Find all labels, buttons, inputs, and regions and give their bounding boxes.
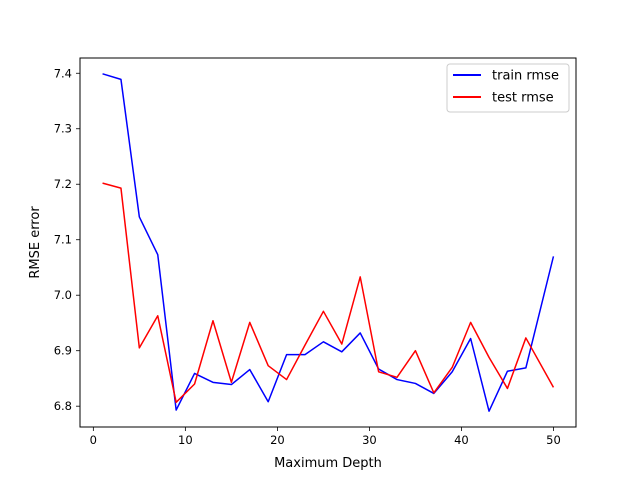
- y-tick-label: 7.0: [54, 288, 72, 302]
- x-axis-label: Maximum Depth: [274, 456, 382, 471]
- y-tick-label: 6.9: [54, 344, 72, 358]
- y-tick-label: 6.8: [54, 399, 72, 413]
- series-line-test: [102, 182, 555, 404]
- y-tick-label: 7.2: [54, 177, 72, 191]
- x-tick-label: 10: [178, 433, 193, 447]
- y-axis-label: RMSE error: [28, 206, 43, 279]
- plot-area: [79, 57, 577, 428]
- y-tick-label: 7.3: [54, 122, 72, 136]
- series-line-train: [102, 73, 555, 412]
- legend-entries: train rmse test rmse: [453, 69, 559, 106]
- x-tick-label: 50: [546, 433, 561, 447]
- series-lines: [102, 73, 555, 412]
- y-axis-ticks: 6.8 6.9 7.0 7.1 7.2 7.3 7.4: [54, 66, 80, 413]
- y-tick-label: 7.1: [54, 233, 72, 247]
- axes-frame: [79, 57, 577, 428]
- x-axis-ticks: 0 10 20 30 40 50: [90, 427, 561, 447]
- legend-label: test rmse: [492, 91, 554, 106]
- x-tick-label: 40: [454, 433, 469, 447]
- x-tick-label: 0: [90, 433, 97, 447]
- y-tick-label: 7.4: [54, 66, 72, 80]
- x-tick-label: 30: [362, 433, 377, 447]
- x-tick-label: 20: [270, 433, 285, 447]
- legend: train rmse test rmse: [446, 63, 570, 113]
- legend-label: train rmse: [492, 69, 559, 84]
